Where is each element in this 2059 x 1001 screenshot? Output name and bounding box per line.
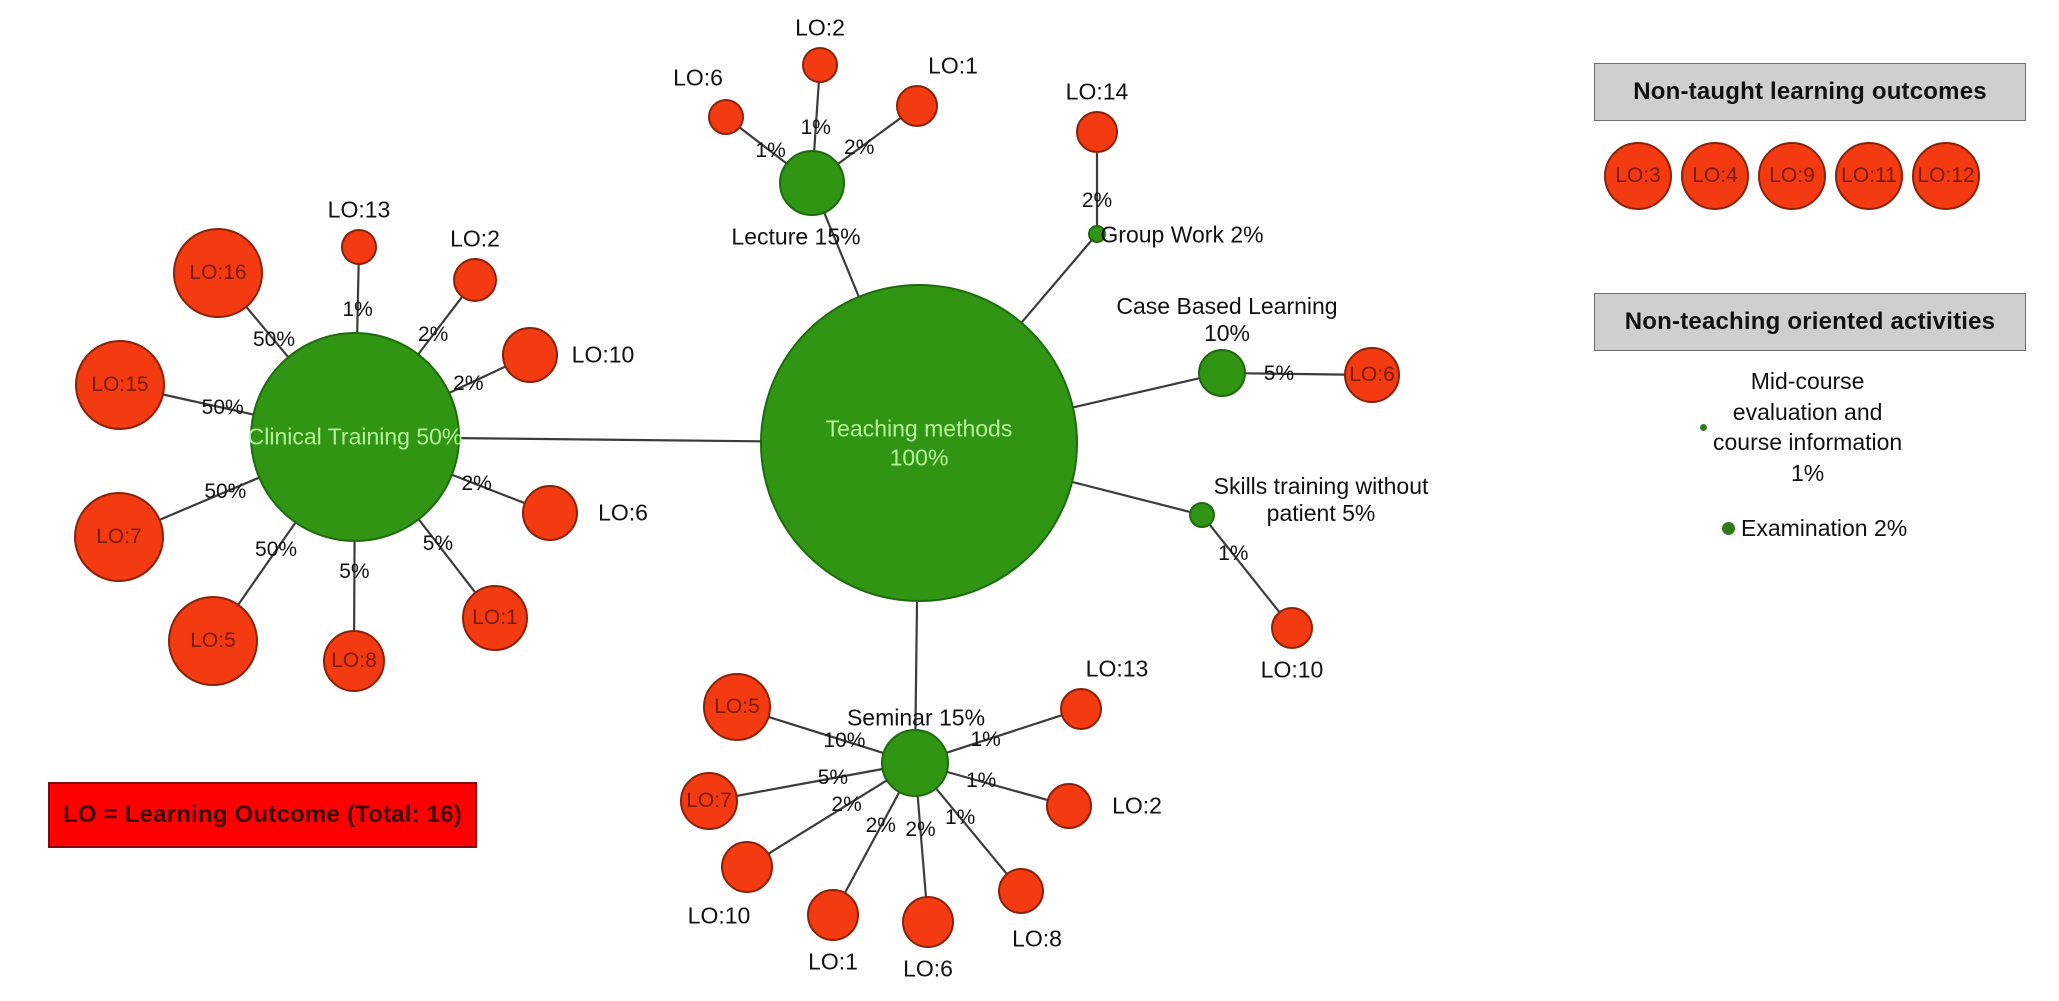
activity-entry: Mid-course evaluation and course informati… [1700, 366, 1902, 488]
activity-dot-icon [1722, 521, 1735, 535]
non-taught-lo-chips: LO:3 LO:4 LO:9 LO:11 LO:12 [1604, 142, 1980, 210]
panel-non-teaching-title: Non-teaching oriented activities [1594, 293, 2026, 351]
edge-root-lecture [823, 212, 860, 298]
activity-label: Examination 2% [1741, 515, 1908, 541]
edge-clinical-leaf-2 [159, 476, 260, 521]
edge-seminar-leaf-0 [768, 715, 884, 755]
edge-root-skills [1071, 480, 1191, 514]
lo-node-circle[interactable] [680, 772, 738, 830]
lo-node-circle[interactable] [721, 841, 773, 893]
edge-clinical-leaf-8 [417, 296, 464, 356]
hub-node-circle[interactable] [1189, 502, 1215, 528]
edge-root-clinical [458, 437, 762, 443]
edge-seminar-leaf-5 [935, 787, 1008, 875]
edge-skills-leaf-0 [1208, 523, 1281, 614]
edge-seminar-leaf-3 [843, 791, 901, 894]
lo-node-circle[interactable] [1046, 783, 1092, 829]
edge-clinical-leaf-7 [448, 365, 507, 394]
non-taught-lo-chip-label: LO:4 [1692, 164, 1738, 187]
edge-lecture-leaf-1 [813, 81, 820, 152]
edge-clinical-leaf-0 [245, 306, 290, 358]
lo-node-circle[interactable] [522, 485, 578, 541]
non-taught-lo-chip-label: LO:11 [1841, 164, 1897, 187]
activity-entry: Examination 2% [1722, 513, 1907, 544]
lo-node-circle[interactable] [75, 340, 165, 430]
activity-dot-icon [1700, 423, 1707, 431]
lo-node-circle[interactable] [807, 889, 859, 941]
panel-non-teaching-title-text: Non-teaching oriented activities [1624, 308, 1996, 335]
edge-lecture-leaf-0 [738, 126, 788, 165]
lo-node-circle[interactable] [173, 228, 263, 318]
non-taught-lo-chip[interactable]: LO:11 [1835, 142, 1903, 210]
lo-legend-box: LO = Learning Outcome (Total: 16) [48, 782, 477, 848]
lo-node-circle[interactable] [74, 492, 164, 582]
non-taught-lo-chip[interactable]: LO:12 [1912, 142, 1980, 210]
lo-node-circle[interactable] [502, 327, 558, 383]
panel-non-teaching: Non-teaching oriented activities [1594, 293, 2026, 351]
panel-non-taught-title-text: Non-taught learning outcomes [1633, 78, 1987, 105]
edge-clinical-leaf-1 [162, 393, 254, 416]
lo-node-circle[interactable] [323, 630, 385, 692]
edge-seminar-leaf-1 [736, 767, 883, 798]
lo-node-circle[interactable] [453, 258, 497, 302]
panel-non-taught-title: Non-taught learning outcomes [1594, 63, 2026, 121]
lo-node-circle[interactable] [896, 85, 938, 127]
hub-node-circle[interactable] [1088, 225, 1106, 243]
edge-root-seminar [914, 600, 919, 731]
hub-node-circle[interactable] [1198, 349, 1246, 397]
non-taught-lo-chip-label: LO:9 [1769, 164, 1815, 187]
activity-label: Mid-course evaluation and course informati… [1713, 368, 1903, 486]
edge-cbl-leaf-0 [1244, 372, 1346, 376]
edge-clinical-leaf-9 [356, 263, 360, 334]
lo-node-circle[interactable] [703, 673, 771, 741]
lo-node-circle[interactable] [1344, 347, 1400, 403]
non-taught-lo-chip[interactable]: LO:4 [1681, 142, 1749, 210]
lo-node-circle[interactable] [802, 47, 838, 83]
non-taught-lo-chip[interactable]: LO:3 [1604, 142, 1672, 210]
edge-lecture-leaf-2 [837, 116, 902, 165]
hub-node-circle[interactable] [779, 150, 845, 216]
edge-seminar-leaf-6 [946, 770, 1049, 802]
non-taught-lo-chip-label: LO:3 [1615, 164, 1661, 187]
lo-node-circle[interactable] [902, 896, 954, 948]
edge-root-cbl [1072, 377, 1200, 409]
hub-node-circle[interactable] [250, 332, 460, 542]
edge-clinical-leaf-3 [237, 521, 297, 606]
lo-node-circle[interactable] [1076, 111, 1118, 153]
edge-clinical-leaf-6 [451, 473, 526, 505]
lo-node-circle[interactable] [462, 585, 528, 651]
non-taught-lo-chip-label: LO:12 [1917, 164, 1975, 187]
lo-node-circle[interactable] [341, 229, 377, 265]
panel-non-taught: Non-taught learning outcomes [1594, 63, 2026, 121]
lo-node-circle[interactable] [998, 868, 1044, 914]
lo-node-circle[interactable] [1060, 688, 1102, 730]
lo-legend-text: LO = Learning Outcome (Total: 16) [63, 801, 462, 828]
non-taught-lo-chip[interactable]: LO:9 [1758, 142, 1826, 210]
lo-node-circle[interactable] [708, 99, 744, 135]
edge-seminar-leaf-2 [767, 779, 888, 855]
hub-node-circle[interactable] [881, 729, 949, 797]
edge-clinical-leaf-5 [417, 518, 477, 594]
edge-seminar-leaf-4 [916, 795, 928, 898]
lo-node-circle[interactable] [1271, 607, 1313, 649]
lo-node-circle[interactable] [168, 596, 258, 686]
edge-seminar-leaf-7 [946, 714, 1063, 754]
hub-node-circle[interactable] [760, 284, 1078, 602]
edge-root-groupwork [1020, 239, 1093, 324]
